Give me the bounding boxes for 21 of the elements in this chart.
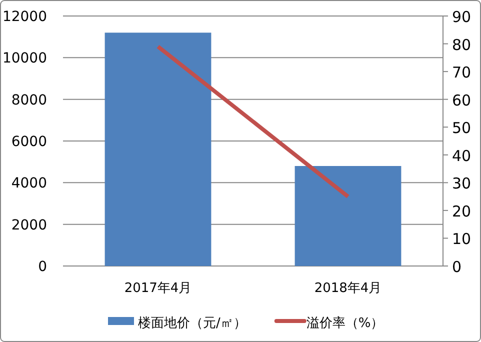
legend-label: 楼面地价（元/㎡） xyxy=(138,316,246,331)
y-tick-label: 2000 xyxy=(11,217,47,234)
y2-tick-label: 40 xyxy=(452,146,472,165)
legend-label: 溢价率（%） xyxy=(306,315,384,331)
y2-tick-label: 20 xyxy=(452,202,472,220)
y-tick-label: 0 xyxy=(38,259,47,275)
y2-tick-label: 0 xyxy=(452,258,462,276)
x-tick-label: 2018年4月 xyxy=(314,281,382,296)
y-tick-label: 6000 xyxy=(11,134,47,150)
y-tick-label: 4000 xyxy=(11,176,47,192)
y2-tick-label: 10 xyxy=(452,230,472,248)
y2-tick-label: 50 xyxy=(452,119,472,138)
y-tick-label: 10000 xyxy=(2,50,47,67)
x-tick-label: 2017年4月 xyxy=(124,281,192,296)
y-tick-label: 8000 xyxy=(11,92,47,108)
y2-tick-label: 60 xyxy=(452,91,472,110)
y-tick-label: 12000 xyxy=(2,9,47,25)
y2-tick-label: 80 xyxy=(452,36,472,54)
y2-tick-label: 90 xyxy=(452,8,472,26)
y2-tick-label: 30 xyxy=(452,174,472,193)
y2-tick-label: 70 xyxy=(452,64,472,82)
